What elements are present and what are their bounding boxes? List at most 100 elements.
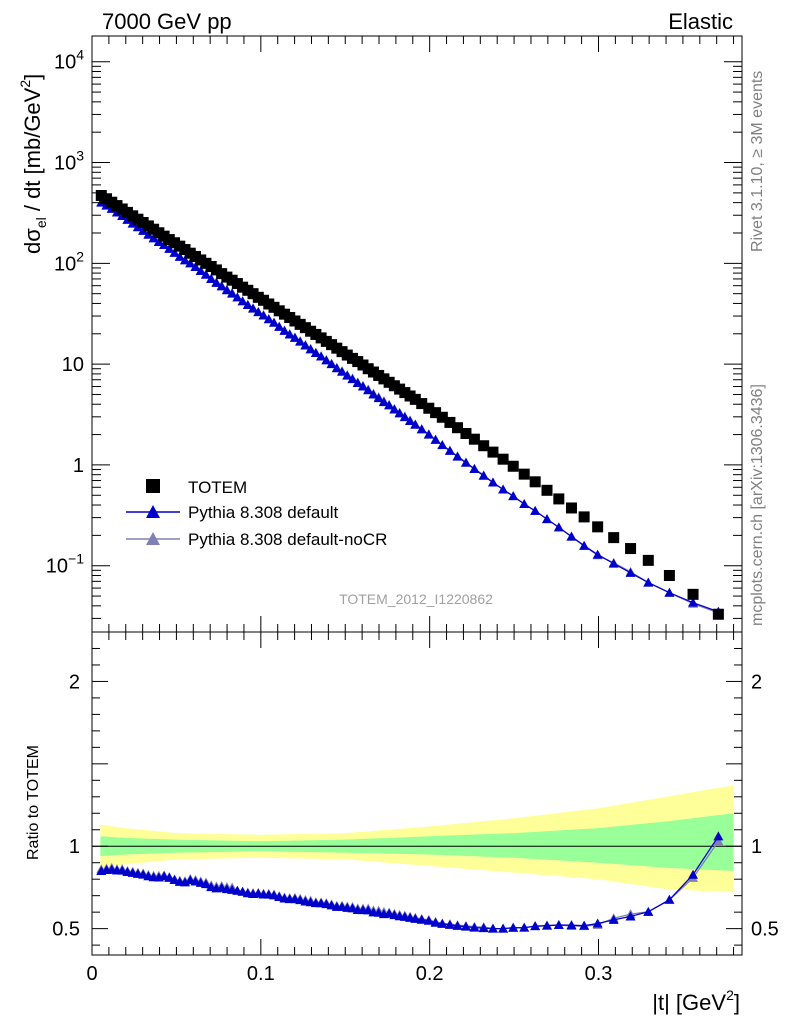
main-point-series-1-70 xyxy=(487,477,498,487)
ratio-band-1 xyxy=(100,813,734,871)
ratio-point-series-0-62 xyxy=(423,915,434,925)
main-point-series-1-53 xyxy=(373,393,384,403)
main-point-totem-73 xyxy=(518,468,530,480)
main-point-series-1-15 xyxy=(174,251,185,261)
legend: TOTEM Pythia 8.308 default Pythia 8.308 … xyxy=(126,478,387,549)
main-point-series-1-37 xyxy=(289,332,300,342)
main-point-series-1-22 xyxy=(211,277,222,287)
ratio-point-series-0-68 xyxy=(469,922,480,932)
ratio-point-series-0-73 xyxy=(519,922,530,932)
rivet-label: Rivet 3.1.10, ≥ 3M events xyxy=(749,71,766,252)
ratio-point-series-0-85 xyxy=(713,831,724,841)
ratio-panel-series xyxy=(96,831,724,933)
main-point-totem-75 xyxy=(541,484,553,496)
main-point-totem-83 xyxy=(663,569,675,581)
main-point-series-1-84 xyxy=(688,597,699,607)
main-point-totem-63 xyxy=(430,407,442,419)
main-point-series-1-40 xyxy=(305,344,316,354)
main-point-totem-72 xyxy=(507,460,519,472)
main-point-series-1-76 xyxy=(553,522,564,532)
main-point-series-1-52 xyxy=(368,389,379,399)
ratio-point-series-0-60 xyxy=(410,913,421,923)
ratio-point-series-0-78 xyxy=(579,920,590,930)
x-tick-label-3: 0.3 xyxy=(585,963,613,985)
main-point-series-1-14 xyxy=(169,247,180,257)
main-point-series-1-63 xyxy=(430,434,441,444)
main-point-series-1-28 xyxy=(242,299,253,309)
main-point-series-1-38 xyxy=(295,336,306,346)
main-point-totem-84 xyxy=(687,588,699,600)
ratio-point-series-0-83 xyxy=(664,894,675,904)
legend-label-default: Pythia 8.308 default xyxy=(188,503,339,522)
main-point-series-1-64 xyxy=(437,440,448,450)
ratio-point-series-0-51 xyxy=(363,905,374,915)
main-point-totem-82 xyxy=(642,554,654,566)
main-point-series-1-50 xyxy=(357,381,368,391)
main-point-series-1-60 xyxy=(410,419,421,429)
main-point-series-1-65 xyxy=(444,445,455,455)
main-panel-series xyxy=(95,189,724,620)
main-point-series-1-24 xyxy=(221,285,232,295)
main-point-series-1-31 xyxy=(258,310,269,320)
ratio-point-series-0-76 xyxy=(553,920,564,930)
main-point-series-1-33 xyxy=(269,317,279,327)
main-y-tick-label-1: 1 xyxy=(73,455,84,477)
ratio-point-series-0-77 xyxy=(566,920,577,930)
main-point-totem-76 xyxy=(553,493,565,505)
main-point-series-1-42 xyxy=(316,351,327,361)
axis-ticks xyxy=(91,36,742,955)
ratio-y-tick-label-right-2: 2 xyxy=(751,671,762,693)
main-point-series-1-72 xyxy=(508,491,519,501)
main-point-series-1-34 xyxy=(274,321,285,331)
main-point-series-1-45 xyxy=(331,363,342,373)
main-point-series-1-36 xyxy=(284,329,295,339)
main-point-series-1-49 xyxy=(352,377,363,387)
main-point-totem-61 xyxy=(416,398,428,410)
ratio-y-tick-label-right-0: 0.5 xyxy=(751,919,779,941)
main-point-series-1-82 xyxy=(643,577,654,587)
main-point-series-1-79 xyxy=(592,549,603,559)
main-point-totem-77 xyxy=(565,502,577,514)
main-point-series-1-17 xyxy=(185,258,196,268)
ratio-point-series-0-80 xyxy=(608,914,619,924)
main-point-totem-70 xyxy=(487,446,499,458)
ratio-y-tick-label-left-2: 2 xyxy=(69,671,80,693)
main-point-series-1-73 xyxy=(519,498,530,508)
main-point-series-1-44 xyxy=(326,359,337,369)
ratio-point-series-0-65 xyxy=(444,919,455,929)
main-point-series-1-62 xyxy=(423,429,434,439)
main-point-series-1-67 xyxy=(460,457,471,467)
legend-label-nocr: Pythia 8.308 default-noCR xyxy=(188,530,387,549)
main-point-series-1-55 xyxy=(384,400,395,410)
ratio-panel-frame xyxy=(91,631,743,956)
analysis-watermark: TOTEM_2012_I1220862 xyxy=(339,591,493,607)
ratio-point-series-0-64 xyxy=(437,918,448,928)
ratio-point-series-0-20 xyxy=(200,879,211,889)
x-axis-label: |t| [GeV2] xyxy=(652,987,740,1015)
main-point-totem-60 xyxy=(409,393,421,405)
main-y-tick-label-4: 103 xyxy=(54,148,84,175)
main-point-series-1-78 xyxy=(579,540,590,550)
upper-y-axis-label: dσel / dt [mb/GeV2] xyxy=(17,74,49,254)
ratio-y-tick-label-right-1: 1 xyxy=(751,836,762,858)
main-point-totem-79 xyxy=(592,521,604,533)
main-point-series-1-26 xyxy=(232,292,243,302)
main-point-series-1-51 xyxy=(363,385,374,395)
main-point-series-1-39 xyxy=(300,340,311,350)
lower-y-axis-label: Ratio to TOTEM xyxy=(25,745,42,860)
main-point-totem-78 xyxy=(578,511,590,523)
main-point-series-1-23 xyxy=(216,281,227,291)
header-left-label: 7000 GeV pp xyxy=(102,9,232,34)
main-point-series-1-59 xyxy=(405,415,416,425)
main-point-series-1-66 xyxy=(452,451,463,461)
main-point-totem-64 xyxy=(436,411,448,423)
main-point-totem-81 xyxy=(625,543,637,555)
main-y-tick-label-3: 102 xyxy=(54,248,84,275)
main-point-series-1-29 xyxy=(248,303,259,313)
main-y-tick-label-2: 10 xyxy=(62,354,84,376)
legend-marker-totem xyxy=(146,479,160,493)
x-tick-label-2: 0.2 xyxy=(416,963,444,985)
main-point-series-1-69 xyxy=(478,470,489,480)
ratio-y-tick-label-left-1: 1 xyxy=(69,836,80,858)
main-point-series-1-18 xyxy=(190,261,201,271)
